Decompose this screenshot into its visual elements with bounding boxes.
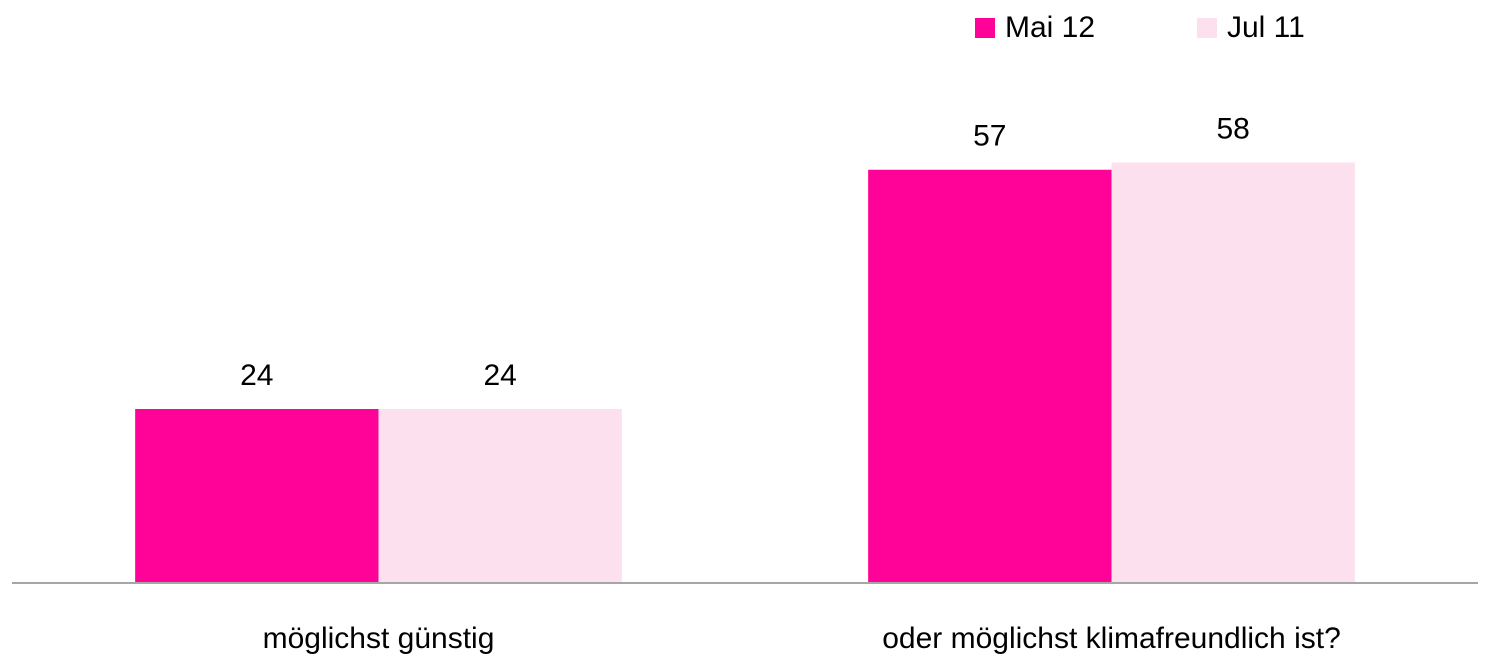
x-tick-label: möglichst günstig — [263, 622, 495, 655]
x-tick-label: oder möglichst klimafreundlich ist? — [882, 622, 1341, 655]
legend-label: Jul 11 — [1227, 11, 1305, 44]
legend-label: Mai 12 — [1005, 11, 1095, 44]
bar — [868, 169, 1112, 583]
bar — [378, 409, 622, 583]
value-label: 58 — [1216, 112, 1249, 145]
bar — [1111, 162, 1355, 583]
value-label: 24 — [240, 359, 273, 392]
value-label: 57 — [973, 120, 1006, 153]
legend-swatch — [975, 18, 995, 38]
bar — [135, 409, 379, 583]
value-label: 24 — [483, 359, 516, 392]
legend-swatch — [1197, 18, 1217, 38]
